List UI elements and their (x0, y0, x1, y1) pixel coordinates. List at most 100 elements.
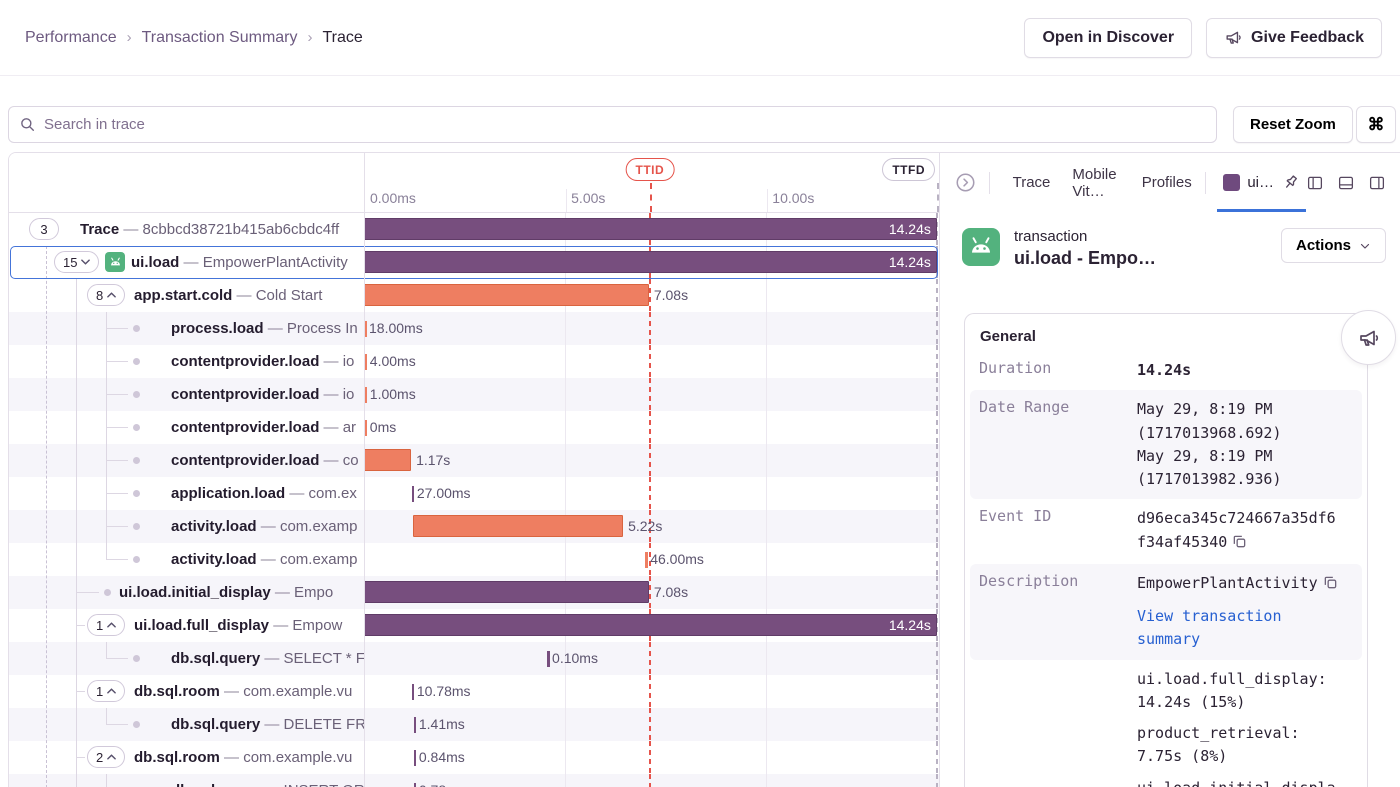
copy-icon[interactable] (1232, 533, 1247, 556)
tree-cell[interactable]: contentprovider.load — io (9, 378, 364, 411)
timeline-cell[interactable]: 10.78ms (364, 675, 939, 708)
tree-cell[interactable]: ui.load.initial_display — Empo (9, 576, 364, 609)
span-duration-bar[interactable] (364, 614, 937, 636)
child-count-badge[interactable]: 8 (87, 284, 126, 306)
child-count-badge[interactable]: 1 (87, 614, 126, 636)
timeline-cell[interactable]: 14.24s (364, 213, 939, 246)
span-duration-tick[interactable] (411, 684, 415, 700)
span-duration-tick[interactable] (411, 486, 415, 502)
span-duration-bar[interactable] (364, 218, 937, 240)
collapse-panel-icon[interactable] (954, 171, 977, 194)
tree-cell[interactable]: 1 ui.load.full_display — Empow (9, 609, 364, 642)
timeline-cell[interactable]: 18.00ms (364, 312, 939, 345)
tab-trace[interactable]: Trace (1012, 174, 1051, 191)
view-transaction-summary-link[interactable]: View transaction summary (1137, 607, 1282, 649)
span-duration-bar[interactable] (413, 515, 624, 537)
timeline-cell[interactable]: 14.24s (364, 609, 939, 642)
timeline-cell[interactable]: 1.17s (364, 444, 939, 477)
span-duration-bar[interactable] (364, 449, 412, 471)
give-feedback-button[interactable]: Give Feedback (1206, 17, 1382, 58)
trace-row-app.start.cold[interactable]: 8 app.start.cold — Cold Start 7.08s (9, 279, 939, 312)
timeline-cell[interactable]: 46.00ms (364, 543, 939, 576)
tree-cell[interactable]: activity.load — com.examp (9, 543, 364, 576)
tree-cell[interactable]: contentprovider.load — co (9, 444, 364, 477)
trace-row-db.sql.query[interactable]: db.sql.query — DELETE FR 1.41ms (9, 708, 939, 741)
trace-row-application.load[interactable]: application.load — com.ex 27.00ms (9, 477, 939, 510)
tree-cell[interactable]: 3 Trace — 8cbbcd38721b415ab6cbdc4ff (9, 213, 364, 246)
span-duration-tick[interactable] (413, 783, 417, 787)
timeline-cell[interactable]: 27.00ms (364, 477, 939, 510)
timeline-cell[interactable]: 0.10ms (364, 642, 939, 675)
span-duration-tick[interactable] (364, 321, 367, 337)
timeline-cell[interactable]: 1.41ms (364, 708, 939, 741)
span-duration-bar[interactable] (364, 581, 649, 603)
tree-cell[interactable]: 15 ui.load — EmpowerPlantActivity (9, 246, 364, 279)
open-in-discover-button[interactable]: Open in Discover (1024, 17, 1193, 58)
child-count-badge[interactable]: 1 (87, 680, 126, 702)
span-duration-bar[interactable] (364, 284, 649, 306)
floating-feedback-button[interactable] (1341, 310, 1396, 365)
tree-cell[interactable]: 2 db.sql.room — com.example.vu (9, 741, 364, 774)
span-duration-tick[interactable] (364, 354, 368, 370)
timeline-cell[interactable]: 0.84ms (364, 741, 939, 774)
timeline-cell[interactable]: 14.24s (364, 246, 939, 279)
trace-row-process.load[interactable]: process.load — Process In 18.00ms (9, 312, 939, 345)
trace-row-activity.load[interactable]: activity.load — com.examp 5.22s (9, 510, 939, 543)
timeline-cell[interactable]: 4.00ms (364, 345, 939, 378)
trace-row-contentprovider.load[interactable]: contentprovider.load — io 4.00ms (9, 345, 939, 378)
trace-row-ui.load[interactable]: 15 ui.load — EmpowerPlantActivity 14.24s (9, 246, 939, 279)
ttfd-badge[interactable]: TTFD (882, 158, 935, 181)
child-count-badge[interactable]: 2 (87, 746, 126, 768)
tree-cell[interactable]: 8 app.start.cold — Cold Start (9, 279, 364, 312)
dock-left-icon[interactable] (1306, 174, 1324, 192)
tab-profiles[interactable]: Profiles (1141, 174, 1192, 191)
trace-row-contentprovider.load[interactable]: contentprovider.load — io 1.00ms (9, 378, 939, 411)
tree-cell[interactable]: activity.load — com.examp (9, 510, 364, 543)
span-duration-tick[interactable] (413, 717, 417, 733)
copy-icon[interactable] (1323, 574, 1338, 597)
span-duration-tick[interactable] (645, 552, 648, 568)
timeline-cell[interactable]: 0ms (364, 411, 939, 444)
search-input[interactable] (44, 116, 1206, 133)
breadcrumb-transaction-summary[interactable]: Transaction Summary (141, 28, 298, 46)
timeline-cell[interactable]: 1.00ms (364, 378, 939, 411)
timeline-cell[interactable]: 7.08s (364, 576, 939, 609)
ttid-badge[interactable]: TTID (625, 158, 675, 181)
dock-bottom-icon[interactable] (1337, 174, 1355, 192)
tree-cell[interactable]: db.sql.query — DELETE FR (9, 708, 364, 741)
tree-cell[interactable]: contentprovider.load — ar (9, 411, 364, 444)
timeline-cell[interactable]: 0.78ms (364, 774, 939, 787)
span-duration-tick[interactable] (413, 750, 417, 766)
span-duration-bar[interactable] (364, 251, 937, 273)
reset-zoom-button[interactable]: Reset Zoom (1233, 106, 1353, 143)
pin-icon[interactable] (1281, 173, 1300, 192)
child-count-badge[interactable]: 3 (29, 218, 59, 240)
trace-row-db.sql.room[interactable]: 2 db.sql.room — com.example.vu 0.84ms (9, 741, 939, 774)
breadcrumb-performance[interactable]: Performance (25, 28, 117, 46)
trace-row-activity.load[interactable]: activity.load — com.examp 46.00ms (9, 543, 939, 576)
tree-timeline-divider[interactable] (364, 153, 365, 787)
trace-row-contentprovider.load[interactable]: contentprovider.load — ar 0ms (9, 411, 939, 444)
trace-row-db.sql.query[interactable]: db.sql.query — SELECT * F 0.10ms (9, 642, 939, 675)
span-duration-tick[interactable] (547, 651, 550, 667)
trace-row-Trace[interactable]: 3 Trace — 8cbbcd38721b415ab6cbdc4ff 14.24s (9, 213, 939, 246)
search-bar[interactable] (8, 106, 1217, 143)
command-shortcut-button[interactable]: ⌘ (1356, 106, 1396, 143)
tree-cell[interactable]: contentprovider.load — io (9, 345, 364, 378)
tree-cell[interactable]: process.load — Process In (9, 312, 364, 345)
span-duration-tick[interactable] (364, 387, 368, 403)
actions-button[interactable]: Actions (1280, 228, 1386, 263)
child-count-badge[interactable]: 15 (54, 251, 100, 273)
dock-right-icon[interactable] (1368, 174, 1386, 192)
trace-row-db.sql.query[interactable]: db.sql.query — INSERT OR 0.78ms (9, 774, 939, 787)
tree-cell[interactable]: application.load — com.ex (9, 477, 364, 510)
tab-ui-load-active[interactable]: ui… (1217, 153, 1307, 212)
trace-row-ui.load.full_display[interactable]: 1 ui.load.full_display — Empow 14.24s (9, 609, 939, 642)
tab-mobile-vitals[interactable]: Mobile Vit… (1072, 165, 1117, 200)
trace-row-contentprovider.load[interactable]: contentprovider.load — co 1.17s (9, 444, 939, 477)
timeline-cell[interactable]: 7.08s (364, 279, 939, 312)
tree-cell[interactable]: 1 db.sql.room — com.example.vu (9, 675, 364, 708)
tree-cell[interactable]: db.sql.query — SELECT * F (9, 642, 364, 675)
trace-row-ui.load.initial_display[interactable]: ui.load.initial_display — Empo 7.08s (9, 576, 939, 609)
tree-cell[interactable]: db.sql.query — INSERT OR (9, 774, 364, 787)
